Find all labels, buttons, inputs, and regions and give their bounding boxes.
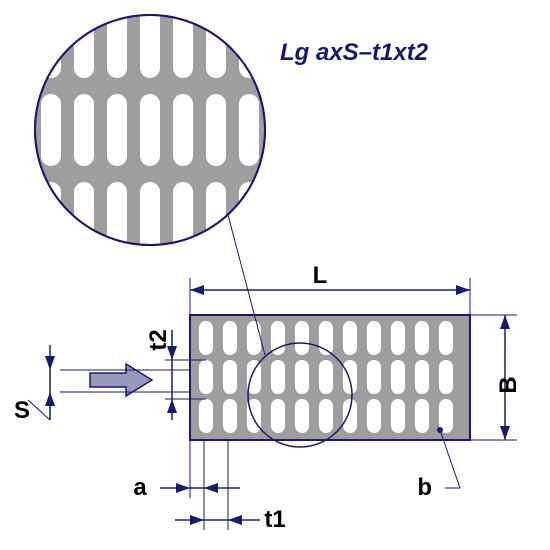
svg-text:t2: t2 — [145, 329, 172, 350]
dim-a: a — [133, 474, 240, 501]
svg-text:b: b — [417, 474, 432, 501]
svg-text:t1: t1 — [264, 506, 285, 533]
svg-text:a: a — [133, 474, 147, 501]
svg-text:S: S — [14, 397, 30, 424]
dim-S: S — [14, 345, 55, 424]
thickness-arrow — [90, 364, 152, 396]
dim-B: B — [470, 315, 522, 440]
perforated-sheet — [190, 315, 470, 440]
svg-text:B: B — [495, 376, 522, 393]
diagram-title: Lg axS–t1xt2 — [280, 39, 429, 66]
magnifier — [35, 6, 265, 254]
svg-text:L: L — [313, 262, 328, 289]
dim-L: L — [190, 262, 470, 315]
dim-t1: t1 — [175, 506, 286, 533]
